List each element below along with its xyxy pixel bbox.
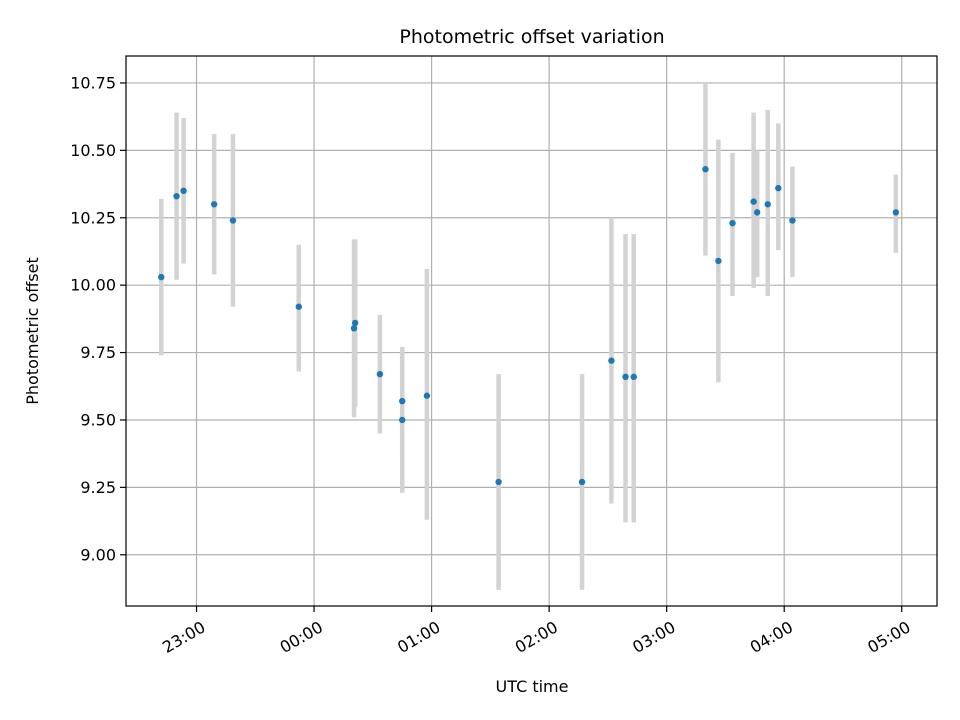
data-point bbox=[750, 198, 757, 205]
data-point bbox=[702, 166, 709, 173]
x-axis-label: UTC time bbox=[496, 677, 569, 696]
chart-title: Photometric offset variation bbox=[399, 26, 664, 48]
data-point bbox=[764, 201, 771, 208]
data-point bbox=[729, 219, 736, 227]
y-tick-label: 9.25 bbox=[80, 478, 116, 497]
data-point bbox=[775, 184, 782, 192]
data-point bbox=[578, 478, 586, 486]
y-axis: 9.00 9.25 9.50 9.75 10.00 10.25 10.50 10.75 bbox=[70, 73, 126, 564]
data-point bbox=[715, 257, 722, 265]
data-point bbox=[376, 370, 384, 378]
data-point bbox=[173, 192, 180, 200]
data-point bbox=[295, 303, 302, 310]
data-point bbox=[399, 416, 406, 424]
data-point bbox=[180, 187, 187, 195]
plot-frame bbox=[125, 55, 938, 607]
data-point bbox=[495, 478, 502, 486]
data-point bbox=[229, 217, 237, 224]
data-point bbox=[630, 373, 637, 381]
data-point bbox=[622, 373, 629, 381]
grid bbox=[126, 56, 937, 606]
data-point bbox=[423, 392, 431, 399]
data-point bbox=[753, 209, 761, 216]
y-tick-label: 9.00 bbox=[80, 545, 116, 564]
y-tick-label: 9.50 bbox=[80, 410, 116, 429]
data-point bbox=[210, 201, 218, 208]
data-point bbox=[158, 273, 165, 281]
y-tick-label: 10.25 bbox=[70, 208, 116, 227]
y-tick-label: 10.00 bbox=[70, 276, 116, 295]
y-tick-label: 10.50 bbox=[70, 141, 116, 160]
data-point bbox=[608, 357, 615, 364]
y-tick-label: 10.75 bbox=[70, 73, 116, 92]
data-point bbox=[350, 325, 358, 332]
data-point bbox=[351, 319, 359, 327]
data-point bbox=[789, 217, 796, 224]
y-tick-label: 9.75 bbox=[80, 343, 116, 362]
y-axis-label: Photometric offset bbox=[23, 257, 42, 405]
data-point bbox=[399, 397, 406, 405]
data-point bbox=[892, 209, 900, 216]
data-points bbox=[158, 166, 900, 486]
